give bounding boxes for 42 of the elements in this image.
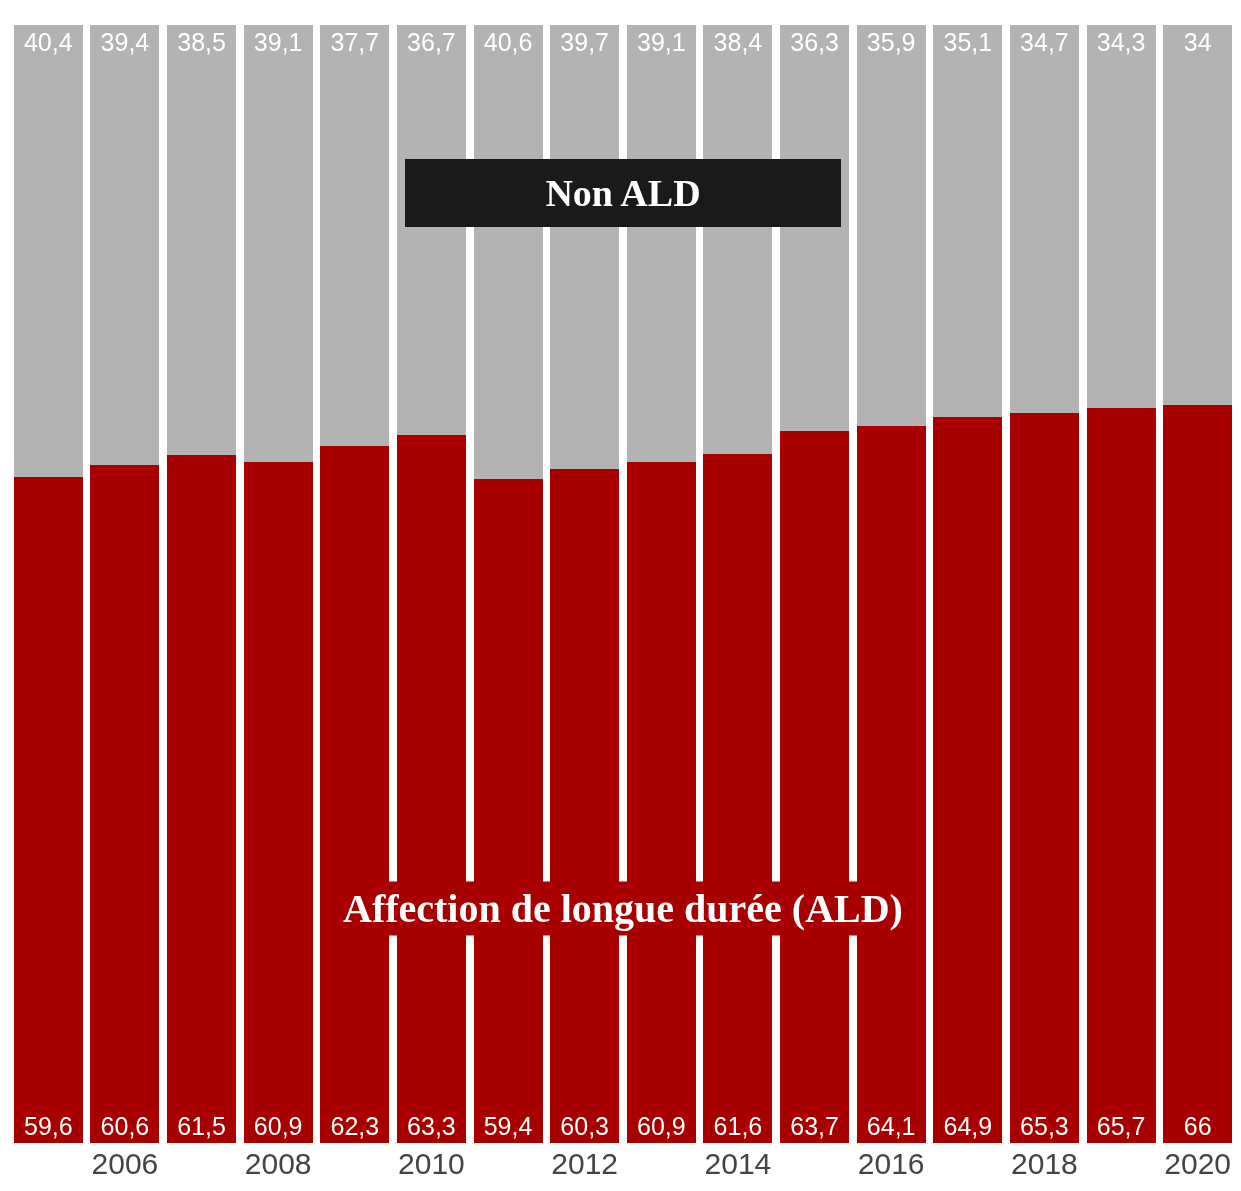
label-box: Non ALD	[405, 159, 841, 227]
data-label: 40,4	[23, 28, 73, 56]
x-tick-label: 2014	[704, 1147, 772, 1180]
data-label: 39,4	[100, 28, 150, 56]
data-label: 39,7	[560, 28, 610, 56]
data-label: 63,3	[407, 1112, 456, 1140]
data-label: 36,7	[407, 28, 456, 56]
x-tick-label: 2020	[1164, 1147, 1232, 1180]
data-label: 60,9	[253, 1112, 303, 1140]
data-label: 62,3	[330, 1112, 380, 1140]
data-label: 63,7	[790, 1112, 839, 1140]
data-label: 59,4	[483, 1112, 533, 1140]
data-label: 35,9	[866, 28, 916, 56]
data-label: 34,7	[1020, 28, 1069, 56]
data-label: 60,3	[560, 1112, 610, 1140]
data-label: 60,9	[636, 1112, 686, 1140]
data-label: 65,7	[1096, 1112, 1146, 1140]
data-label: 34,3	[1096, 28, 1146, 56]
x-tick-label: 2016	[857, 1147, 925, 1180]
data-label: 65,3	[1020, 1112, 1069, 1140]
data-label: 37,7	[330, 28, 380, 56]
data-label: 36,3	[790, 28, 839, 56]
data-label: 39,1	[636, 28, 686, 56]
data-label: 64,9	[943, 1112, 993, 1140]
data-label: 34	[1183, 28, 1212, 56]
x-tick-label: 2010	[398, 1147, 465, 1180]
data-label: 38,5	[177, 28, 226, 56]
x-tick-label: 2006	[91, 1147, 159, 1180]
x-tick-label: 2012	[551, 1147, 619, 1180]
data-label: 61,6	[713, 1112, 763, 1140]
data-label: 59,6	[23, 1112, 73, 1140]
data-label: 64,1	[866, 1112, 916, 1140]
x-tick-label: 2008	[244, 1147, 312, 1180]
data-label: 66	[1183, 1112, 1212, 1140]
data-label: 39,1	[253, 28, 303, 56]
data-label: 35,1	[943, 28, 993, 56]
data-label: 60,6	[100, 1112, 150, 1140]
data-label: 40,6	[483, 28, 533, 56]
data-label: 61,5	[177, 1112, 226, 1140]
series-label: Affection de longue durée (ALD)	[343, 886, 903, 931]
x-tick-label: 2018	[1011, 1147, 1078, 1180]
data-label: 38,4	[713, 28, 763, 56]
